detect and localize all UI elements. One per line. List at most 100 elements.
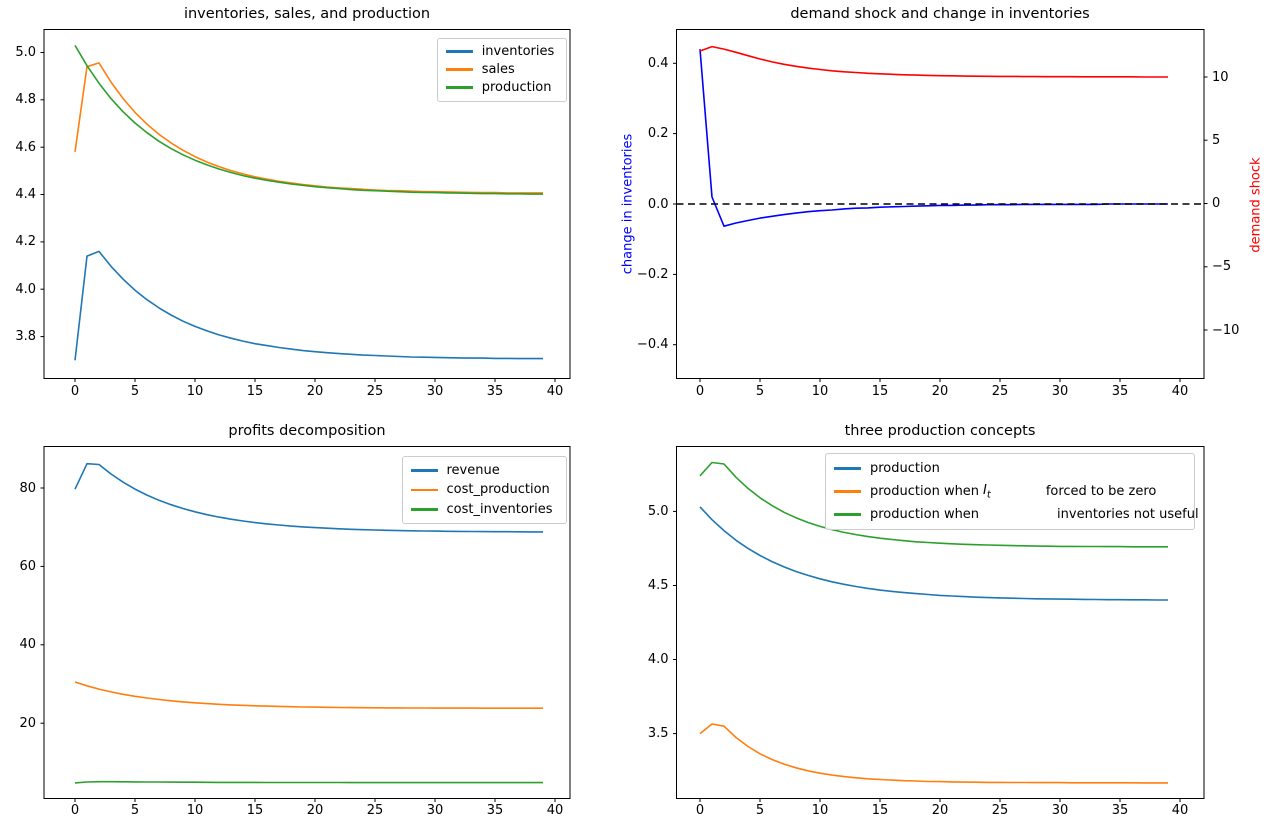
x-tick-label: 10 <box>186 803 204 818</box>
y-tick-label: 4.6 <box>15 139 36 155</box>
legend-label: production <box>870 461 940 477</box>
legend-line-sales <box>445 68 473 71</box>
x-tick-label: 40 <box>546 384 564 399</box>
legend-label: cost_production <box>446 482 550 498</box>
legend-item-production-inventories-not-useful: production when inventories not useful <box>834 506 1199 522</box>
x-tick-label: 20 <box>306 384 324 399</box>
x-tick-label: 25 <box>366 803 384 818</box>
panel-title-inventories-sales-production: inventories, sales, and production <box>183 6 431 22</box>
y-tick-label-right: −10 <box>1212 322 1240 338</box>
y-tick-label-right: 5 <box>1212 132 1221 148</box>
series-revenue <box>74 462 543 533</box>
y-tick-label: 4.4 <box>15 187 36 202</box>
legend-label-post: forced to be zero <box>1045 484 1157 499</box>
x-tick-label: 5 <box>755 384 765 399</box>
y-tick-label: −0.2 <box>636 266 669 282</box>
x-tick-label: 30 <box>426 803 444 818</box>
series-production <box>74 44 543 195</box>
x-tick-label: 15 <box>246 803 264 818</box>
x-tick-label: 20 <box>306 803 324 818</box>
y-tick-label: 20 <box>19 715 36 731</box>
panel-title-three-production-concepts: three production concepts <box>844 423 1036 439</box>
y-tick-label: 4.0 <box>15 281 36 297</box>
legend-item-production-inventories-forced-zero: production when It forced to be zero <box>834 482 1186 501</box>
y-tick-label: 0.4 <box>647 55 669 71</box>
y-tick-label: 4.2 <box>15 234 36 250</box>
legend-item-cost-production: cost_production <box>410 482 558 498</box>
x-tick-label: 15 <box>246 384 264 399</box>
y-tick-label: 3.8 <box>15 329 36 345</box>
legend-label: cost_inventories <box>446 501 553 517</box>
series-demand-shock <box>699 45 1168 78</box>
legend-label-post: inventories not useful <box>1057 506 1199 522</box>
series-inventories <box>74 250 543 361</box>
legend-line-production-forced-zero <box>834 490 861 493</box>
legend-top-left: inventories sales production <box>436 37 567 102</box>
y-tick-label-right: 0 <box>1212 196 1221 211</box>
math-I-sub-t: It <box>983 482 991 501</box>
legend-line-cost-inventories <box>410 508 438 511</box>
x-tick-label: 30 <box>1051 803 1069 818</box>
series-production <box>699 506 1168 601</box>
x-tick-label: 10 <box>186 384 204 399</box>
x-tick-label: 0 <box>70 384 80 399</box>
y-tick-label: 5.0 <box>647 503 669 519</box>
legend-label: production <box>481 80 552 96</box>
y-tick-label: 80 <box>19 480 36 496</box>
series-production-when-inventories-not-useful <box>699 461 1168 548</box>
x-tick-label: 10 <box>811 803 829 818</box>
x-tick-label: 0 <box>70 803 80 818</box>
x-tick-label: 40 <box>1171 384 1189 399</box>
legend-item-revenue: revenue <box>410 463 558 479</box>
series-cost-production <box>74 681 543 710</box>
legend-line-cost-production <box>410 488 438 492</box>
legend-item-sales: sales <box>445 62 558 78</box>
legend-item-inventories: inventories <box>445 44 558 60</box>
x-tick-label: 0 <box>695 803 705 818</box>
x-tick-label: 35 <box>486 803 504 818</box>
legend-label: inventories <box>481 44 555 60</box>
y-tick-label: 5.0 <box>15 45 36 60</box>
x-tick-label: 25 <box>991 384 1009 399</box>
legend-line-inventories <box>445 50 473 53</box>
y-tick-label-right: −5 <box>1212 259 1232 275</box>
legend-item-cost-inventories: cost_inventories <box>410 501 558 517</box>
x-tick-label: 0 <box>695 384 705 399</box>
y-tick-label: 60 <box>19 558 36 574</box>
panel-title-demand-shock: demand shock and change in inventories <box>790 6 1090 22</box>
x-tick-label: 15 <box>871 384 889 399</box>
legend-line-inventories-not-useful <box>834 513 861 516</box>
y-tick-label: −0.4 <box>636 337 669 353</box>
legend-label-pre: production when <box>870 484 980 499</box>
x-tick-label: 10 <box>811 384 829 399</box>
series-cost-inventories <box>74 780 543 784</box>
panel-title-profits-decomposition: profits decomposition <box>228 423 386 439</box>
legend-line-production <box>834 467 861 470</box>
legend-label-pre: production when <box>870 506 980 522</box>
legend-item-production: production <box>834 461 1186 476</box>
x-tick-label: 35 <box>1111 384 1129 399</box>
legend-item-production: production <box>445 80 558 96</box>
x-tick-label: 5 <box>130 803 140 818</box>
y-tick-label: 3.5 <box>647 726 669 742</box>
legend-bottom-right: production production when It forced to … <box>825 453 1199 530</box>
y-tick-label: 4.8 <box>15 92 36 108</box>
x-tick-label: 30 <box>426 384 444 399</box>
legend-label: sales <box>481 62 515 78</box>
y-tick-label: 40 <box>19 637 36 653</box>
x-tick-label: 25 <box>366 384 384 399</box>
x-tick-label: 35 <box>486 384 504 399</box>
x-tick-label: 20 <box>931 803 949 818</box>
y-tick-label: 0.2 <box>647 126 669 142</box>
x-tick-label: 5 <box>130 384 140 399</box>
y-tick-label: 4.5 <box>647 578 669 593</box>
legend-bottom-left: revenue cost_production cost_inventories <box>401 456 567 524</box>
x-tick-label: 40 <box>546 803 564 818</box>
x-tick-label: 40 <box>1171 803 1189 818</box>
legend-label: revenue <box>446 463 500 479</box>
x-tick-label: 30 <box>1051 384 1069 399</box>
y-tick-label-right: 10 <box>1212 69 1229 85</box>
legend-line-revenue <box>410 469 438 472</box>
